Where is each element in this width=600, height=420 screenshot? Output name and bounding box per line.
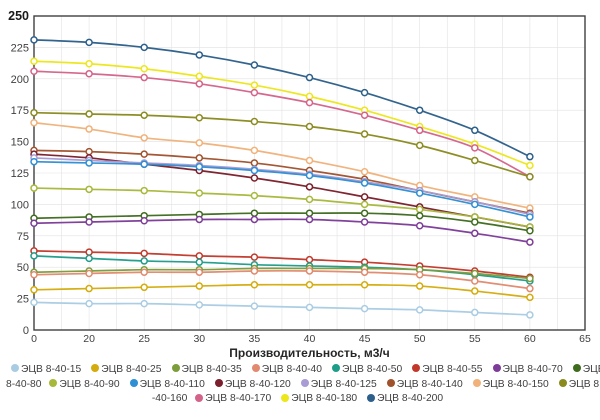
svg-text:55: 55 — [469, 333, 481, 345]
svg-text:75: 75 — [17, 231, 29, 243]
svg-text:0: 0 — [31, 333, 37, 345]
svg-text:20: 20 — [83, 333, 95, 345]
svg-text:250: 250 — [8, 9, 29, 23]
svg-text:25: 25 — [138, 333, 150, 345]
svg-text:60: 60 — [524, 333, 536, 345]
svg-text:Производительность, м3/ч: Производительность, м3/ч — [229, 346, 389, 360]
svg-text:125: 125 — [11, 168, 29, 180]
svg-text:150: 150 — [11, 137, 29, 149]
svg-text:225: 225 — [11, 42, 29, 54]
svg-text:45: 45 — [359, 333, 371, 345]
svg-text:100: 100 — [11, 199, 29, 211]
svg-text:35: 35 — [249, 333, 261, 345]
svg-text:65: 65 — [579, 333, 591, 345]
svg-text:30: 30 — [193, 333, 205, 345]
svg-text:25: 25 — [17, 294, 29, 306]
svg-text:200: 200 — [11, 74, 29, 86]
svg-text:50: 50 — [414, 333, 426, 345]
svg-text:40: 40 — [304, 333, 316, 345]
svg-text:175: 175 — [11, 105, 29, 117]
svg-text:50: 50 — [17, 262, 29, 274]
svg-text:0: 0 — [23, 325, 29, 337]
